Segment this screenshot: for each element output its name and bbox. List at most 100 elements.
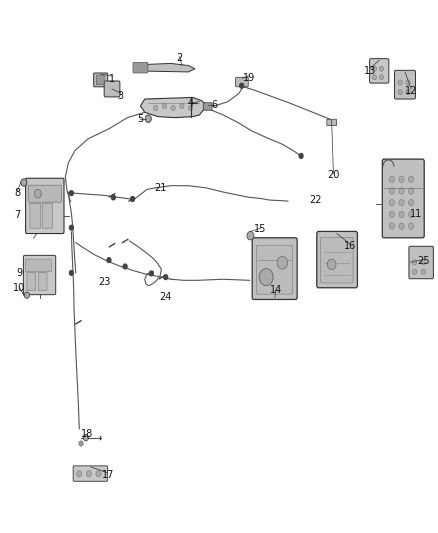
Circle shape <box>398 80 403 85</box>
Circle shape <box>413 269 417 274</box>
Text: 15: 15 <box>254 224 267 235</box>
Circle shape <box>277 256 288 269</box>
Text: 17: 17 <box>102 470 114 480</box>
FancyBboxPatch shape <box>317 231 357 288</box>
Text: 14: 14 <box>270 286 282 295</box>
Circle shape <box>171 106 175 111</box>
FancyBboxPatch shape <box>27 272 35 290</box>
Text: 24: 24 <box>159 292 172 302</box>
Text: 8: 8 <box>14 188 20 198</box>
Circle shape <box>389 188 395 194</box>
Text: 1: 1 <box>109 74 115 84</box>
FancyBboxPatch shape <box>104 81 120 97</box>
Circle shape <box>389 176 395 182</box>
Text: 10: 10 <box>13 283 25 293</box>
Circle shape <box>413 260 417 265</box>
Circle shape <box>153 106 158 111</box>
Circle shape <box>372 75 377 80</box>
Text: 21: 21 <box>154 183 166 193</box>
Circle shape <box>399 199 404 206</box>
Text: 2: 2 <box>177 53 183 63</box>
FancyBboxPatch shape <box>409 246 433 279</box>
Text: 5: 5 <box>137 114 144 124</box>
Circle shape <box>409 211 414 217</box>
FancyBboxPatch shape <box>257 245 292 294</box>
Polygon shape <box>141 98 206 118</box>
Circle shape <box>399 223 404 229</box>
Circle shape <box>96 471 101 477</box>
Text: 9: 9 <box>16 269 22 278</box>
Circle shape <box>107 258 111 263</box>
Circle shape <box>162 103 166 109</box>
Circle shape <box>327 259 336 270</box>
Circle shape <box>70 225 74 230</box>
Circle shape <box>123 264 127 269</box>
Circle shape <box>421 260 426 265</box>
Text: 20: 20 <box>327 170 339 180</box>
Circle shape <box>79 441 83 446</box>
FancyBboxPatch shape <box>73 466 108 481</box>
Circle shape <box>399 188 404 194</box>
FancyBboxPatch shape <box>23 255 56 295</box>
Text: 22: 22 <box>309 195 321 205</box>
Text: 4: 4 <box>187 98 194 108</box>
Circle shape <box>409 188 414 194</box>
Circle shape <box>77 471 82 477</box>
Circle shape <box>83 434 88 441</box>
Text: 19: 19 <box>244 73 256 83</box>
Circle shape <box>406 90 410 95</box>
FancyBboxPatch shape <box>96 75 104 85</box>
Text: 3: 3 <box>118 91 124 101</box>
FancyBboxPatch shape <box>327 119 336 126</box>
Circle shape <box>21 179 27 186</box>
Circle shape <box>409 223 414 229</box>
Circle shape <box>399 176 404 182</box>
FancyBboxPatch shape <box>42 203 53 228</box>
FancyBboxPatch shape <box>370 59 389 83</box>
FancyBboxPatch shape <box>133 62 148 73</box>
Circle shape <box>406 80 410 85</box>
FancyBboxPatch shape <box>25 259 51 272</box>
FancyBboxPatch shape <box>38 272 47 290</box>
Circle shape <box>421 269 426 274</box>
Circle shape <box>247 231 254 240</box>
Text: 16: 16 <box>344 241 356 251</box>
Circle shape <box>145 115 151 123</box>
Circle shape <box>180 103 184 109</box>
Circle shape <box>86 471 92 477</box>
FancyBboxPatch shape <box>203 103 212 110</box>
Circle shape <box>131 197 134 201</box>
Circle shape <box>398 90 403 95</box>
FancyBboxPatch shape <box>395 70 416 99</box>
Circle shape <box>389 211 395 217</box>
Circle shape <box>24 292 29 298</box>
Text: 25: 25 <box>417 256 430 266</box>
Circle shape <box>259 269 273 286</box>
Circle shape <box>409 176 414 182</box>
Circle shape <box>111 195 115 200</box>
Circle shape <box>389 223 395 229</box>
FancyBboxPatch shape <box>28 185 61 202</box>
Text: 7: 7 <box>14 210 21 220</box>
FancyBboxPatch shape <box>321 237 353 283</box>
Text: 13: 13 <box>364 66 376 76</box>
FancyBboxPatch shape <box>236 77 248 87</box>
FancyBboxPatch shape <box>252 238 297 300</box>
Circle shape <box>240 83 244 88</box>
Polygon shape <box>134 63 195 72</box>
Text: 12: 12 <box>405 86 417 96</box>
Text: 18: 18 <box>81 429 93 439</box>
FancyBboxPatch shape <box>30 203 40 228</box>
Circle shape <box>34 189 41 198</box>
Text: 11: 11 <box>410 209 423 220</box>
Circle shape <box>389 199 395 206</box>
Circle shape <box>70 191 74 196</box>
Circle shape <box>149 271 153 276</box>
FancyBboxPatch shape <box>94 73 108 87</box>
Circle shape <box>372 66 377 71</box>
Text: 23: 23 <box>99 278 111 287</box>
Circle shape <box>399 211 404 217</box>
Circle shape <box>379 75 384 80</box>
Circle shape <box>70 270 74 275</box>
Circle shape <box>409 199 414 206</box>
